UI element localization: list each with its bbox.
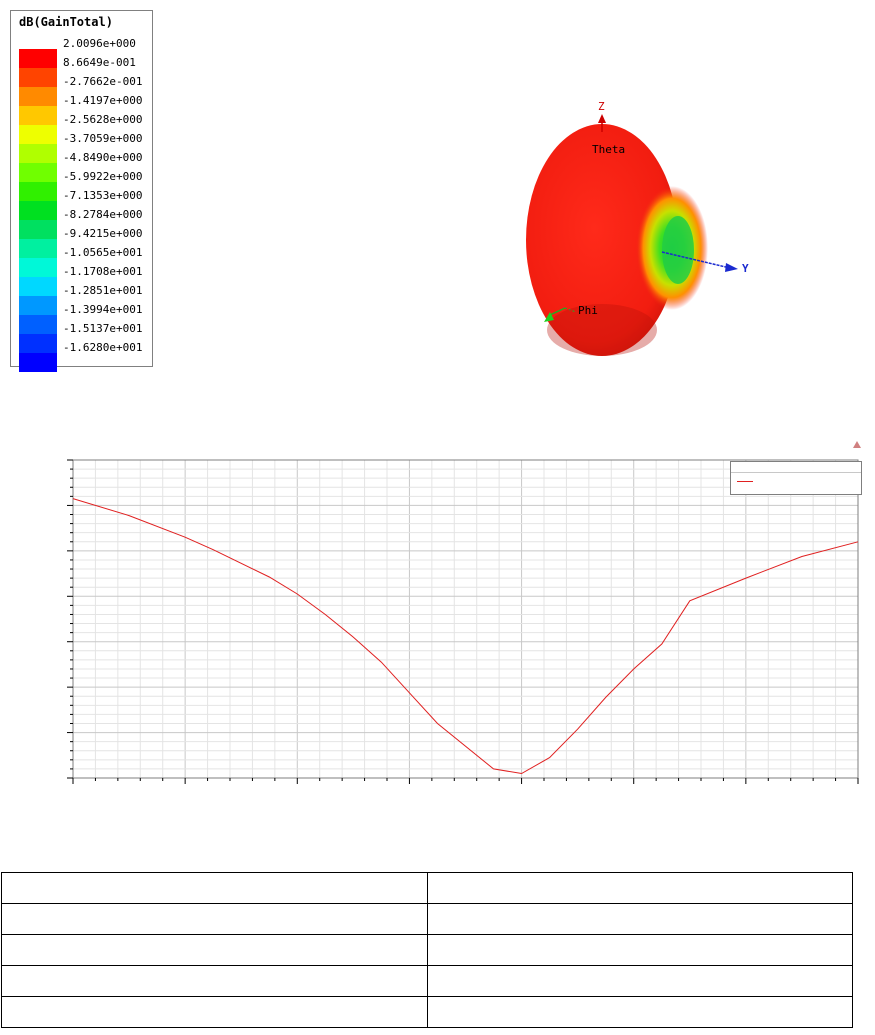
legend-swatch: [19, 106, 57, 125]
z-axis-arrow: [598, 114, 606, 123]
legend-value: -1.0565e+001: [63, 246, 143, 259]
pattern-shadow: [547, 304, 657, 356]
legend-swatch: [19, 334, 57, 353]
legend-title: dB(GainTotal): [19, 15, 113, 29]
legend-swatch: [19, 68, 57, 87]
table-cell: [1, 934, 428, 966]
pattern-body: [526, 124, 678, 356]
radiation-pattern-3d: Z Theta Y Phi: [526, 100, 749, 356]
legend-value: -8.2784e+000: [63, 208, 143, 221]
table-row: [1, 934, 853, 966]
axis-ticks: [67, 459, 859, 784]
legend-swatch: [19, 125, 57, 144]
table-cell: [426, 934, 853, 966]
series-line: [72, 498, 859, 775]
legend-swatch: [19, 182, 57, 201]
legend-value: -1.6280e+001: [63, 341, 143, 354]
chart-grid: [73, 460, 858, 778]
table-cell: [426, 903, 853, 935]
gain-color-legend: dB(GainTotal) 2.0096e+000 8.6649e-001 -2.7…: [10, 10, 153, 372]
phi-axis-arrow: [544, 312, 554, 322]
legend-value: -7.1353e+000: [63, 189, 143, 202]
table-cell: [1, 903, 428, 935]
legend-value: 8.6649e-001: [63, 56, 136, 69]
theta-label: Theta: [592, 143, 625, 156]
table-body: [1, 872, 853, 1028]
table-cell: [426, 996, 853, 1028]
plot-legend: [730, 461, 862, 495]
legend-value: -1.1708e+001: [63, 265, 143, 278]
legend-value: -9.4215e+000: [63, 227, 143, 240]
pattern-hole-center: [662, 216, 694, 284]
legend-swatch: [19, 87, 57, 106]
line-chart: [67, 459, 859, 784]
series-layer: [72, 498, 859, 775]
legend-swatch: [19, 277, 57, 296]
legend-value: -4.8490e+000: [63, 151, 143, 164]
warning-triangle-icon: [853, 441, 861, 448]
table-cell: [426, 965, 853, 997]
y-axis-arrow: [725, 263, 738, 272]
legend-value: 2.0096e+000: [63, 37, 136, 50]
legend-value: -1.4197e+000: [63, 94, 143, 107]
legend-swatch: [19, 144, 57, 163]
legend-swatch: [19, 258, 57, 277]
legend-swatch: [19, 315, 57, 334]
legend-swatch: [19, 49, 57, 68]
plot-legend-swatch: [737, 481, 753, 482]
legend-value: -2.7662e-001: [63, 75, 143, 88]
legend-value: -5.9922e+000: [63, 170, 143, 183]
table-row: [1, 965, 853, 997]
y-axis-line: [661, 251, 731, 269]
phi-dash: [564, 307, 577, 313]
phi-label: Phi: [578, 304, 598, 317]
plot-frame: [72, 459, 859, 779]
table-cell: [426, 872, 853, 904]
legend-swatch: [19, 353, 57, 372]
phi-axis-line: [549, 307, 566, 316]
legend-value: -1.2851e+001: [63, 284, 143, 297]
plot-legend-header: [731, 462, 861, 473]
data-table: [1, 872, 853, 1028]
legend-value: -1.5137e+001: [63, 322, 143, 335]
z-axis-label: Z: [598, 100, 605, 113]
y-axis-label: Y: [742, 262, 749, 275]
table-row: [1, 872, 853, 904]
table-row: [1, 996, 853, 1028]
legend-swatch: [19, 220, 57, 239]
legend-value: -2.5628e+000: [63, 113, 143, 126]
table-cell: [1, 996, 428, 1028]
table-row: [1, 903, 853, 935]
legend-value: -3.7059e+000: [63, 132, 143, 145]
table-cell: [1, 872, 428, 904]
legend-swatch: [19, 296, 57, 315]
legend-swatch: [19, 163, 57, 182]
legend-value: -1.3994e+001: [63, 303, 143, 316]
legend-swatch: [19, 239, 57, 258]
table-cell: [1, 965, 428, 997]
legend-swatch: [19, 201, 57, 220]
